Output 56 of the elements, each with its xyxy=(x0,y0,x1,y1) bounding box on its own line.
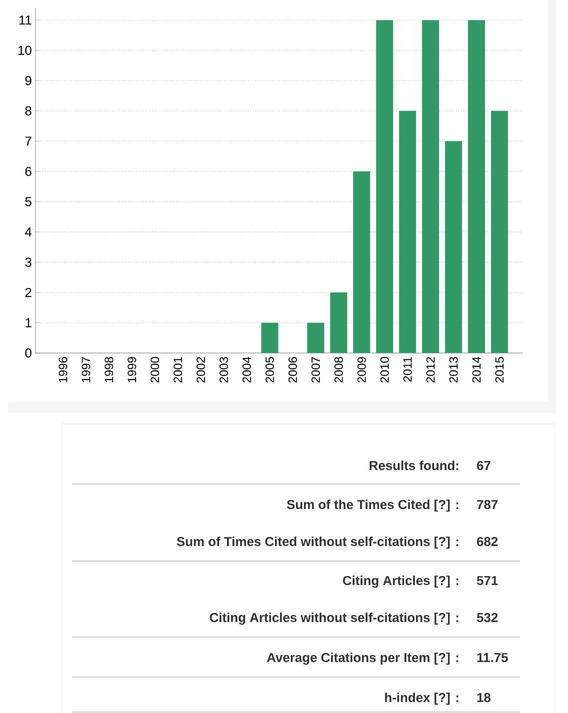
text: Results found: xyxy=(370,460,458,470)
text: Sum of the Times Cited [?] : xyxy=(286,500,458,512)
x-tick-label: 2014 xyxy=(472,356,481,383)
bar xyxy=(422,20,440,353)
y-tick-label: 6 xyxy=(25,166,32,176)
x-tick-label: 2004 xyxy=(242,356,251,383)
y-tick-label: 0 xyxy=(25,348,32,358)
text: Average Citations per Item [?] : xyxy=(266,652,458,665)
text: 682 xyxy=(476,536,498,546)
y-tick-label: 10 xyxy=(18,46,32,55)
text: 67 xyxy=(476,460,490,470)
x-tick-label: 1998 xyxy=(104,357,114,382)
y-tick-label: 1 xyxy=(26,318,32,328)
y-tick-label: 4 xyxy=(25,227,32,236)
x-tick-label: 2005 xyxy=(266,357,274,383)
text: 787 xyxy=(477,500,498,510)
x-tick-label: 2015 xyxy=(495,357,504,383)
bar xyxy=(376,20,394,353)
x-tick-label: 2002 xyxy=(196,357,206,383)
y-tick-label: 2 xyxy=(25,288,32,297)
y-tick-label: 9 xyxy=(25,76,32,86)
y-tick-label: 11 xyxy=(19,16,32,25)
x-tick-label: 2010 xyxy=(380,356,389,383)
x-tick-label: 2008 xyxy=(334,357,343,383)
x-tick-label: 2006 xyxy=(288,357,297,383)
y-tick-label: 3 xyxy=(25,258,32,267)
text: 18 xyxy=(477,692,491,702)
text: Citing Articles [?] : xyxy=(342,576,458,588)
x-tick-label: 1996 xyxy=(58,357,68,382)
bar xyxy=(399,110,416,353)
bar xyxy=(330,292,348,353)
x-tick-label: 1999 xyxy=(128,357,136,382)
y-tick-label: 8 xyxy=(25,106,32,116)
x-tick-label: 2009 xyxy=(357,357,366,383)
bar xyxy=(261,322,278,353)
x-tick-label: 2003 xyxy=(220,357,228,383)
bar xyxy=(445,141,462,353)
bar xyxy=(307,322,324,353)
bar xyxy=(468,20,485,353)
y-tick-label: 5 xyxy=(25,197,32,206)
bar xyxy=(353,171,370,353)
text: 571 xyxy=(476,576,498,586)
text: Citing Articles without self-citations [?] : xyxy=(210,612,458,625)
text: h-index [?] : xyxy=(385,692,458,705)
x-tick-label: 2007 xyxy=(311,357,320,383)
x-tick-label: 2013 xyxy=(449,357,458,383)
x-tick-label: 2000 xyxy=(150,356,160,383)
bar xyxy=(490,110,508,353)
text: 532 xyxy=(476,612,498,622)
y-tick-label: 7 xyxy=(25,136,32,146)
x-tick-label: 2011 xyxy=(403,357,412,382)
text: 11.75 xyxy=(477,653,508,662)
x-tick-label: 2012 xyxy=(426,357,435,383)
text: Sum of Times Cited without self-citations [?] : xyxy=(176,536,458,549)
x-tick-label: 1997 xyxy=(82,357,90,382)
x-tick-label: 2001 xyxy=(174,357,182,383)
